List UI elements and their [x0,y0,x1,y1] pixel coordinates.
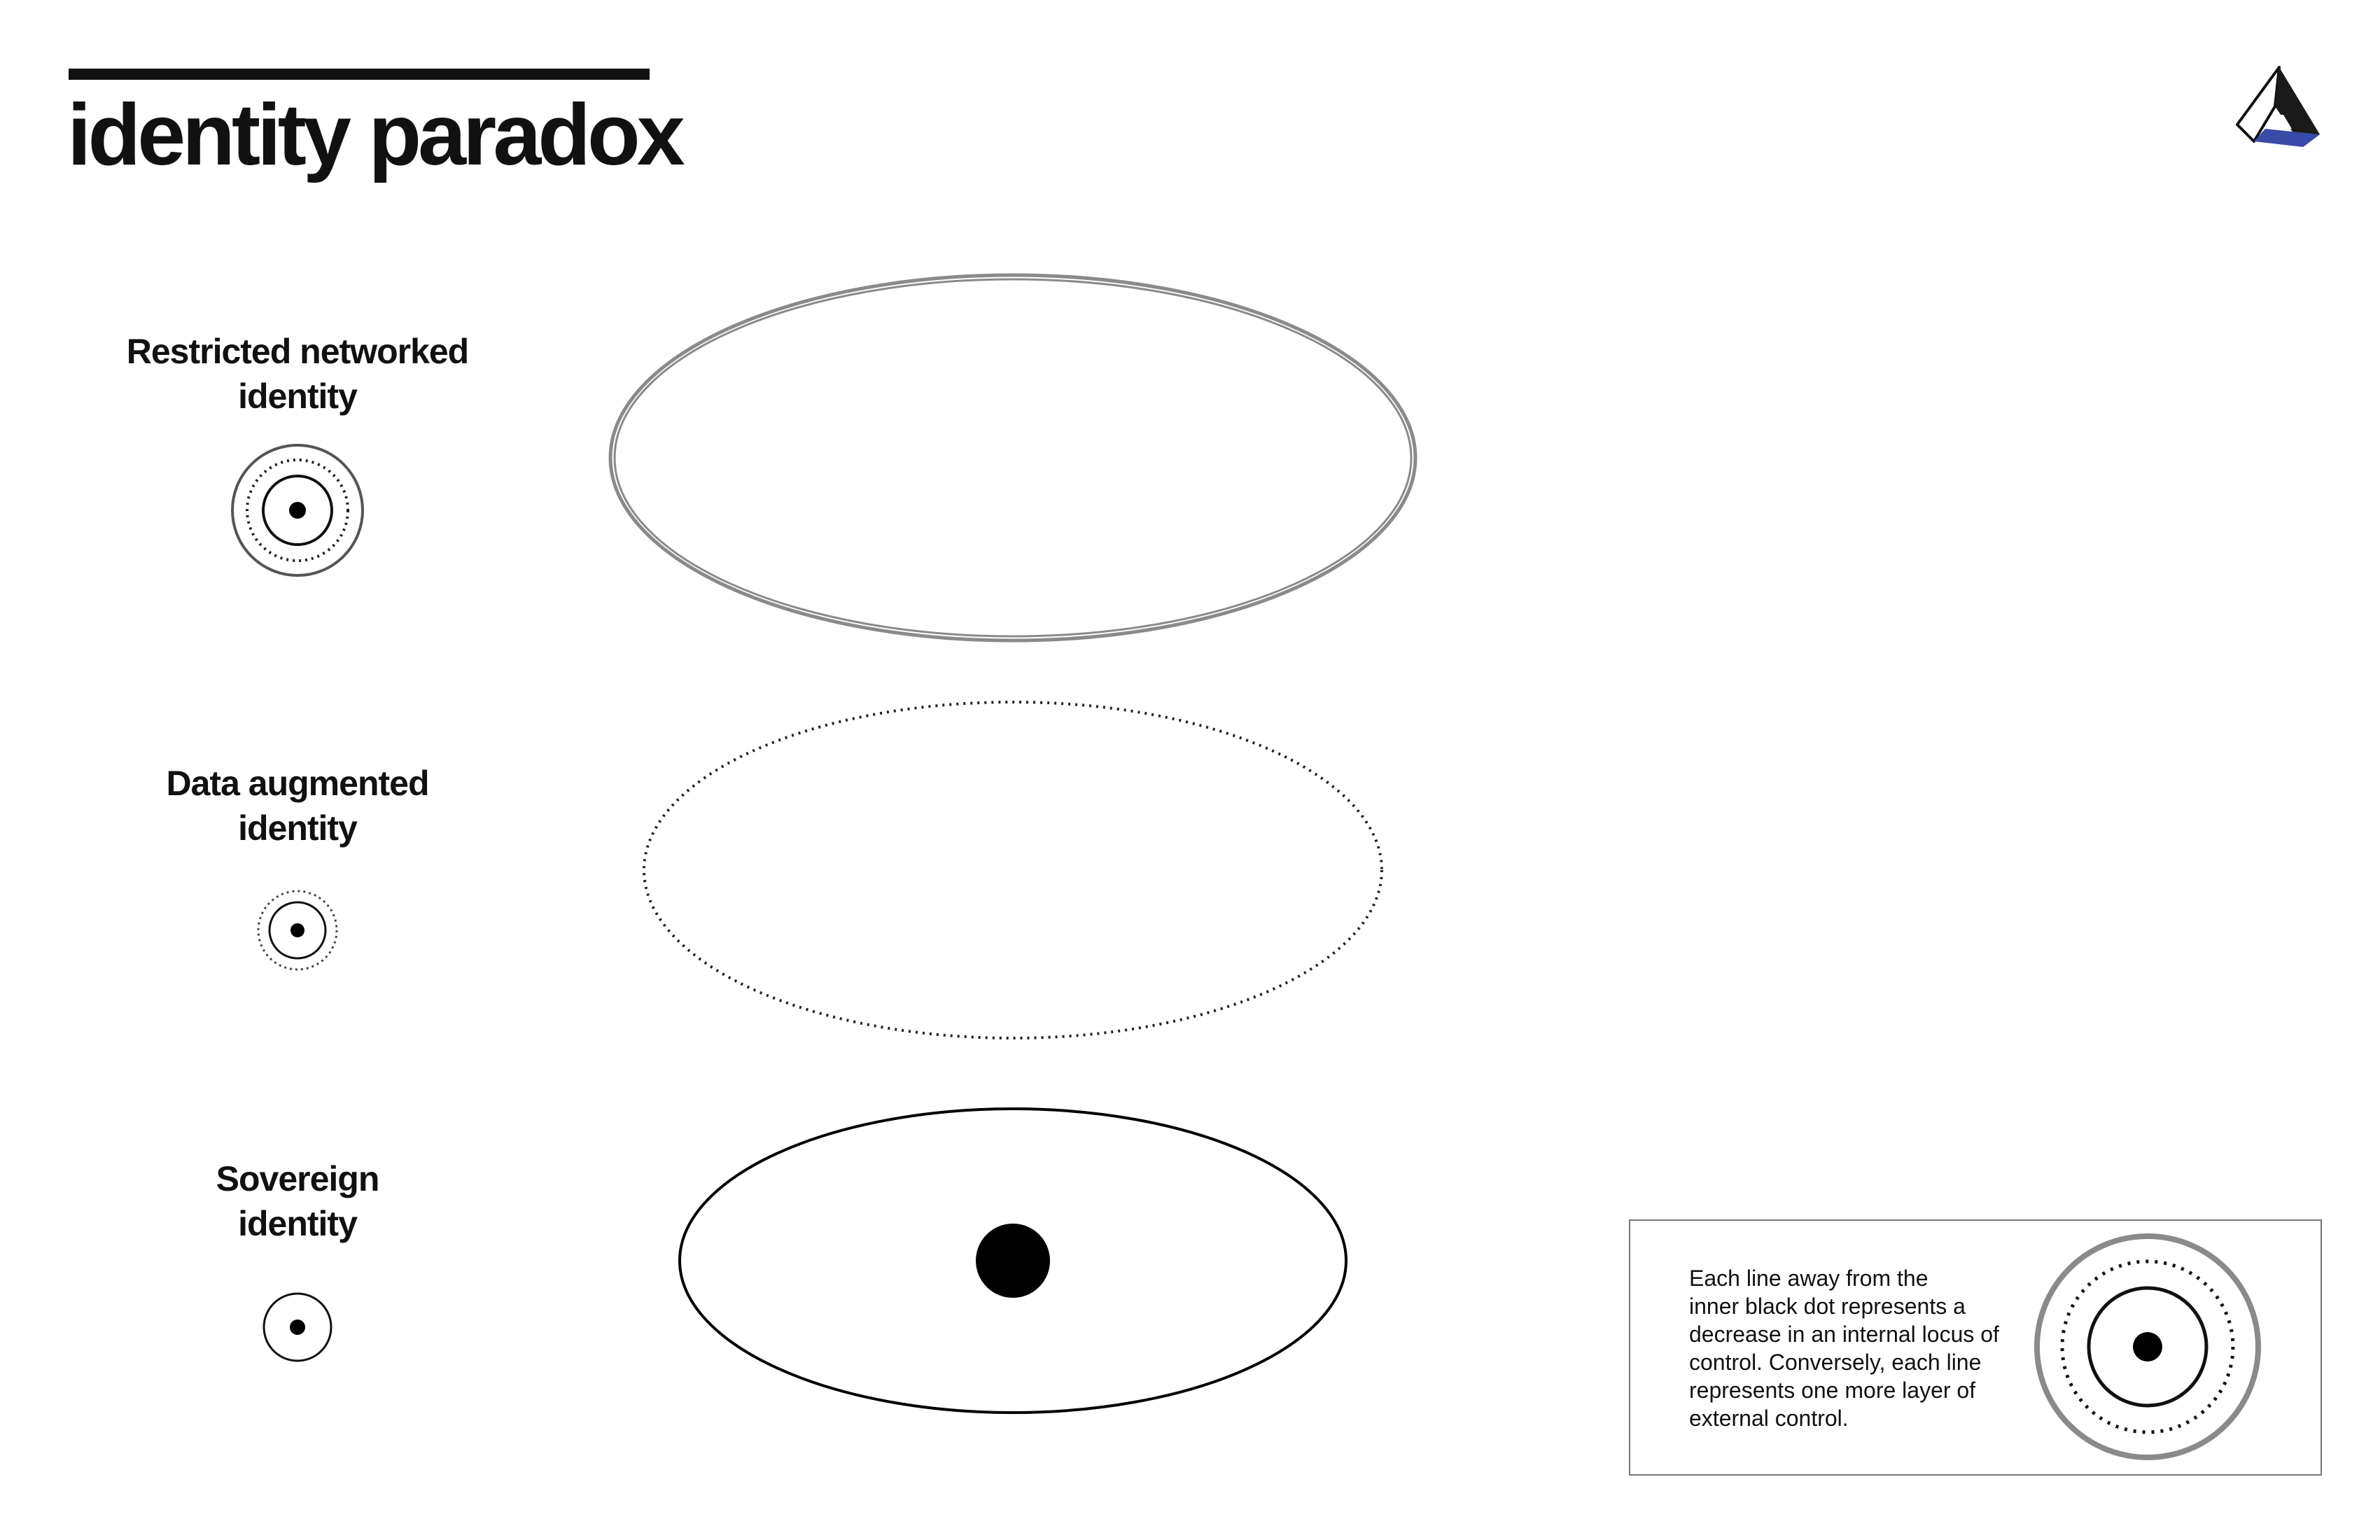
ring-dotted [2060,1259,2235,1434]
row-label-line: Data augmented [166,764,430,803]
legend-text-line: represents one more layer of [1689,1378,1976,1403]
row-label-line: Sovereign [216,1159,380,1198]
core-dot [289,502,306,519]
legend-text-line: decrease in an internal locus of [1689,1322,1999,1347]
legend-box: Each line away from the inner black dot … [1629,1219,2322,1476]
field-ellipse-inner [613,278,1413,638]
ring-outer [231,444,364,577]
sovereign-ring-icon [262,1292,332,1362]
ring-dotted [246,458,349,562]
legend-text: Each line away from the inner black dot … [1689,1264,2081,1432]
restricted-networked-ring-icon [231,444,364,577]
legend-text-line: external control. [1689,1406,1849,1431]
triangle-logo-icon [2236,66,2320,147]
ring-inner [262,1292,332,1362]
page-title: identity paradox [67,87,685,183]
data-augmented-ring-icon [257,890,338,971]
sovereign-center-dot [976,1224,1050,1298]
row-label-sovereign: Sovereign identity [88,1156,507,1246]
field-ellipse-outer [608,273,1418,643]
title-rule [69,69,650,80]
core-dot [2133,1332,2162,1362]
ring-dotted [257,890,338,971]
row-label-line: identity [238,808,358,848]
restricted-networked-field [608,273,1418,643]
legend-text-line: control. Conversely, each line [1689,1350,1982,1375]
sovereign-field [678,1107,1348,1414]
legend-ring-icon [2034,1233,2261,1460]
field-ellipse [678,1107,1348,1414]
legend-text-line: Each line away from the [1689,1266,1928,1291]
core-dot [290,923,304,937]
ring-inner [268,901,327,960]
data-augmented-field [643,701,1383,1040]
row-label-data-augmented: Data augmented identity [88,761,507,850]
row-label-line: identity [238,377,358,416]
ring-outer [2034,1233,2261,1460]
core-dot [290,1320,305,1335]
ring-inner [262,475,333,546]
row-label-line: Restricted networked [126,332,469,371]
ring-inner [2087,1286,2208,1408]
row-label-line: identity [238,1204,358,1243]
legend-text-line: inner black dot represents a [1689,1294,1966,1319]
row-label-restricted-networked: Restricted networked identity [88,329,507,419]
